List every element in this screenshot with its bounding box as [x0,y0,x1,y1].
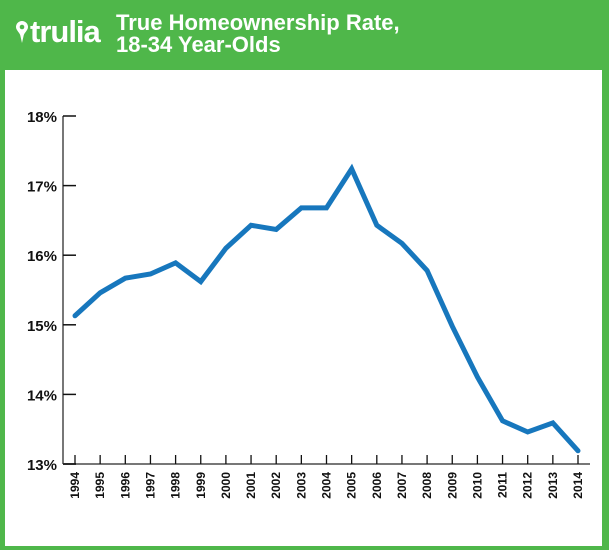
y-tick-label: 14% [27,387,57,404]
data-point [74,315,76,317]
x-tick-label: 2005 [345,472,359,499]
x-tick-label: 2012 [521,472,535,499]
x-tick-label: 1994 [68,472,82,499]
y-tick-label: 16% [27,248,57,265]
location-pin-icon [16,21,28,43]
y-tick-label: 15% [27,318,57,335]
title-line-2: 18-34 Year-Olds [116,32,281,57]
x-tick-label: 2006 [370,472,384,499]
x-tick-label: 1997 [143,472,157,499]
data-point [351,168,353,170]
data-point [476,376,478,378]
x-tick-label: 2008 [420,472,434,499]
x-tick-label: 2014 [571,472,585,499]
data-point [99,292,101,294]
x-tick-label: 2010 [470,472,484,499]
line-chart: 13% 14% 15% 16% 17% 18% 1994 1995 1996 1997 1998 19… [27,109,590,499]
x-tick-label: 2009 [445,472,459,499]
data-point [401,242,403,244]
data-point [250,224,252,226]
data-line [72,163,581,454]
data-point [527,431,529,433]
x-tick-label: 1996 [118,472,132,499]
data-point [300,207,302,209]
x-tick-label: 2001 [244,472,258,499]
data-point [275,228,277,230]
title-line-1: True Homeownership Rate, [116,10,400,35]
x-tick-label: 2011 [496,472,510,498]
x-tick-label: 2013 [546,472,560,499]
data-point [326,207,327,209]
logo-text: trulia [30,14,101,49]
x-tick-label: 1999 [194,472,208,499]
data-point [376,224,378,226]
y-tick-label: 17% [27,179,57,196]
chart-panel: 13% 14% 15% 16% 17% 18% 1994 1995 1996 1997 1998 19… [5,70,602,546]
trulia-logo: trulia [16,14,101,50]
data-point [502,420,504,422]
x-tick-label: 1998 [169,472,183,499]
x-tick-label: 2002 [269,472,283,499]
data-point [175,262,177,264]
data-point [149,273,151,275]
x-tick-label: 1995 [93,472,107,499]
data-point [200,281,202,283]
y-tick-label: 18% [27,109,57,126]
x-tick-label: 2000 [219,472,233,499]
y-tick-label: 13% [27,457,57,474]
data-point [124,277,126,279]
x-tick-label: 2007 [395,472,409,499]
data-point [225,247,227,249]
data-point [577,450,579,452]
chart-title: True Homeownership Rate, 18-34 Year-Olds [116,12,400,56]
x-tick-label: 2004 [320,472,334,499]
data-point [451,325,453,327]
x-tick-label: 2003 [294,472,308,499]
data-point [426,270,428,272]
header: trulia True Homeownership Rate, 18-34 Ye… [0,0,609,70]
data-point [552,422,554,424]
